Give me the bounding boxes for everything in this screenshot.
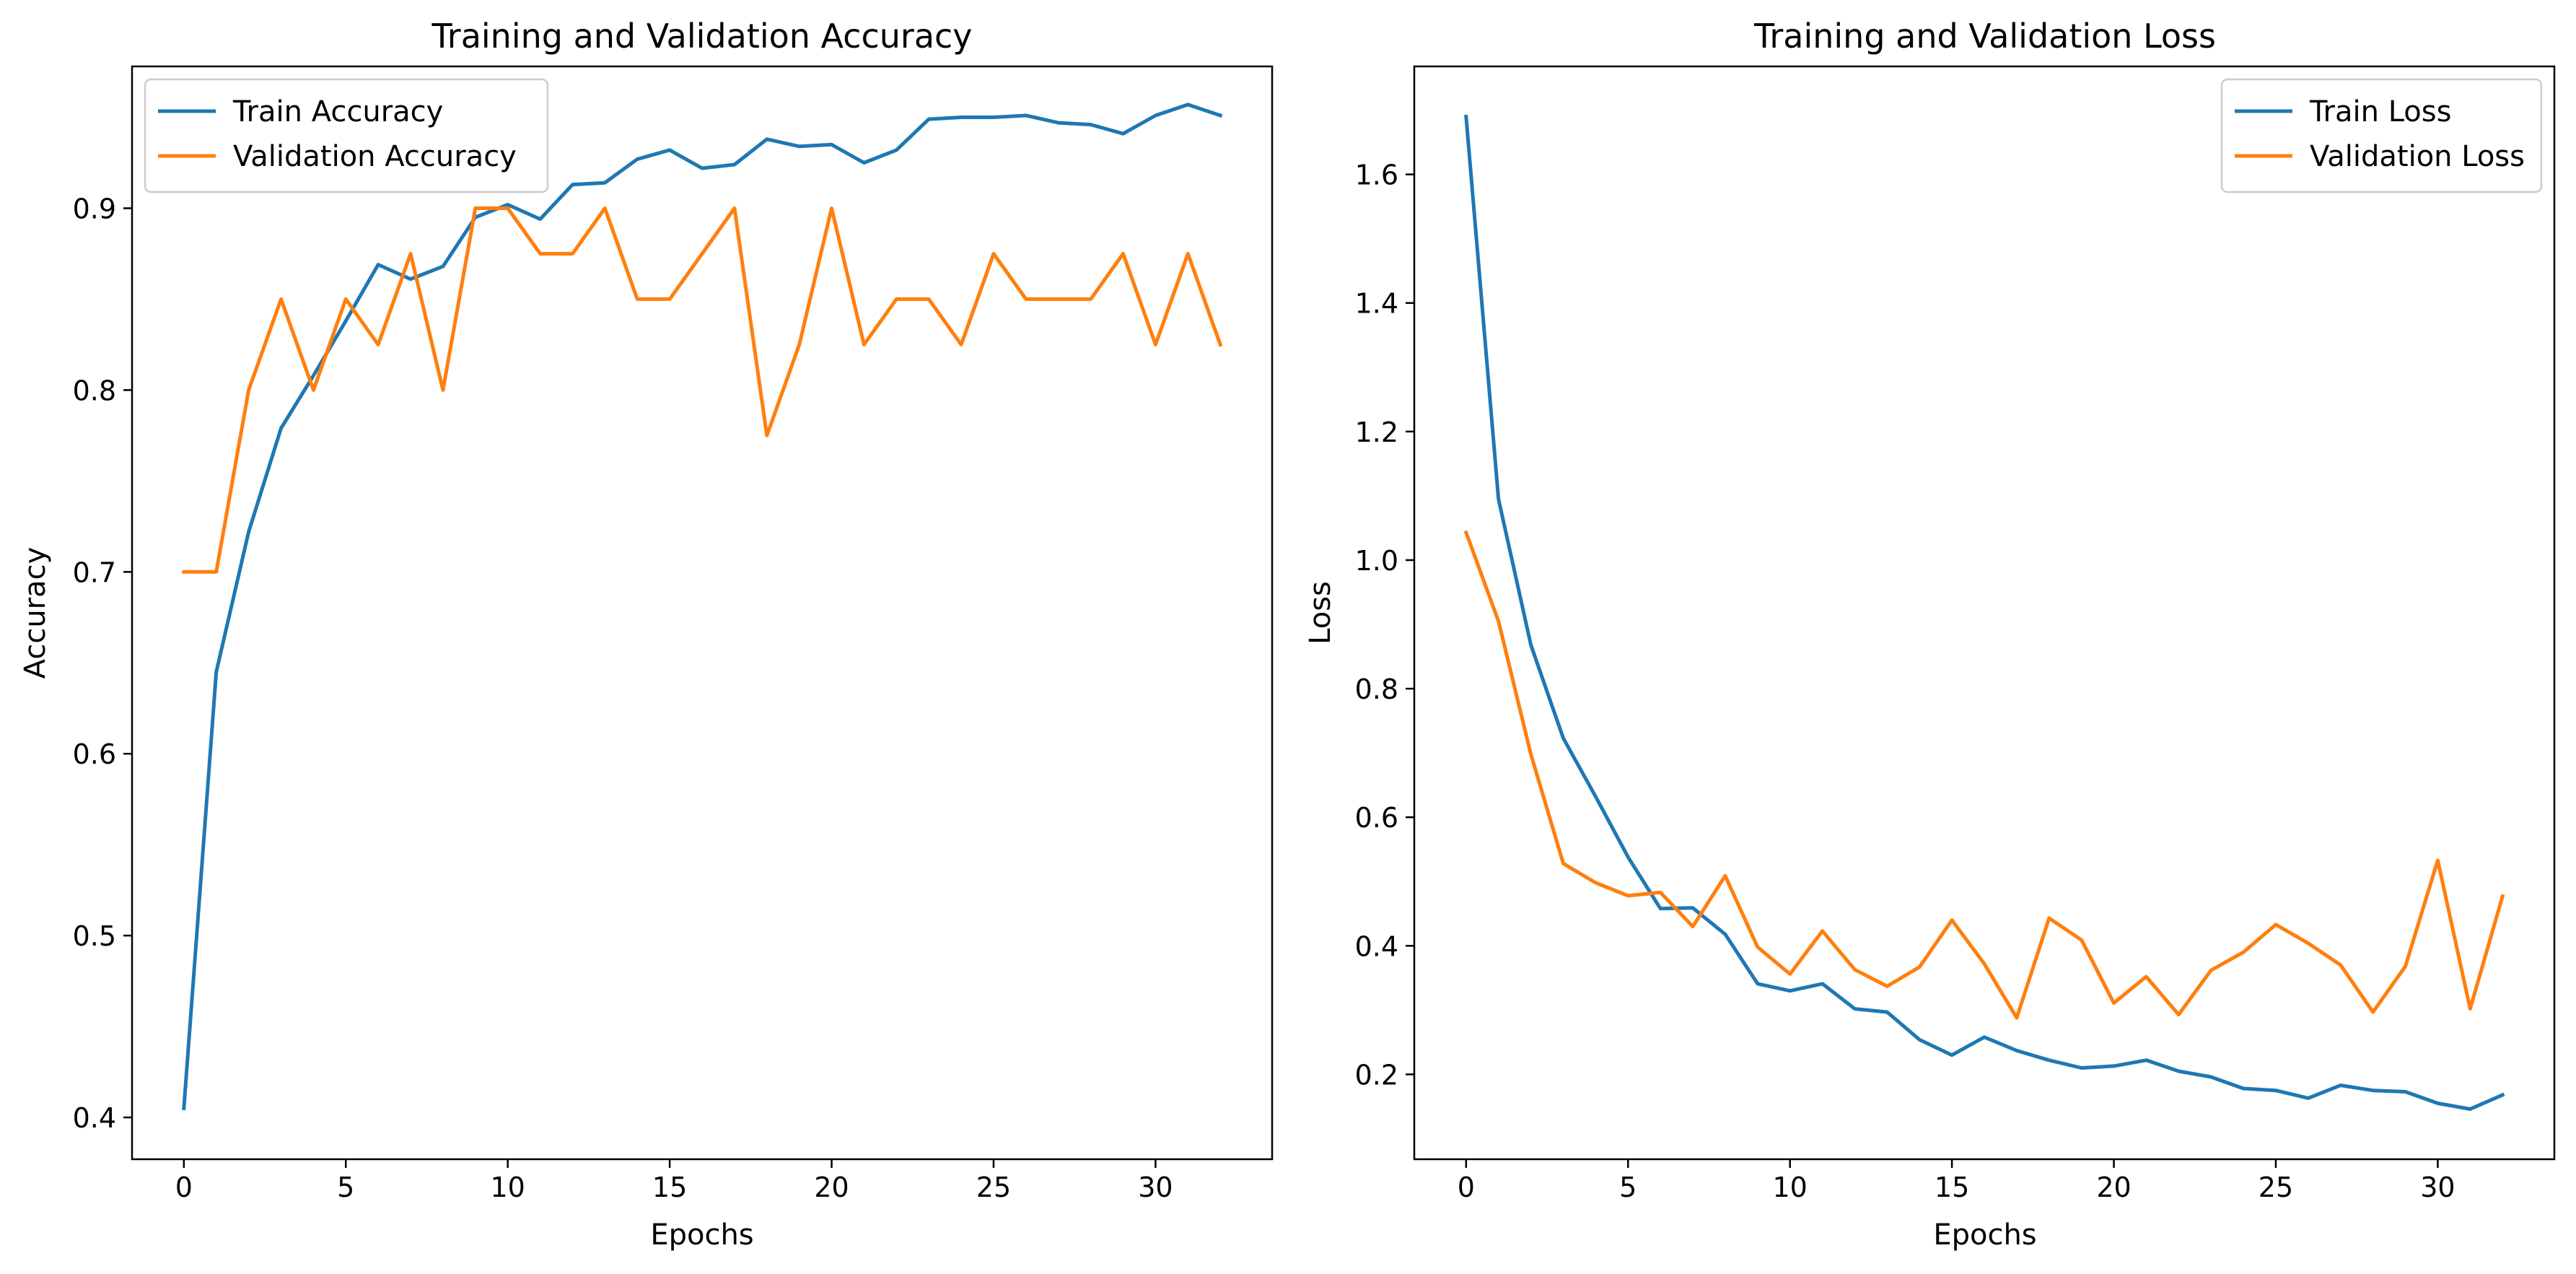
loss-x-tick-label: 5 — [1619, 1172, 1637, 1203]
accuracy-plot-frame — [131, 65, 1274, 1161]
loss-plot-frame — [1413, 65, 2556, 1161]
loss-series-line-validation — [1463, 530, 2505, 1020]
loss-y-tick-label: 0.6 — [1355, 802, 1398, 834]
loss-x-tick-label: 0 — [1458, 1172, 1475, 1203]
accuracy-x-tick-label: 25 — [976, 1172, 1011, 1203]
accuracy-y-tick-label: 0.5 — [73, 920, 116, 952]
loss-x-tick-label: 25 — [2259, 1172, 2293, 1203]
loss-y-tick-label: 1.4 — [1355, 288, 1398, 320]
accuracy-x-tick-label: 20 — [814, 1172, 849, 1203]
loss-x-tick-label: 30 — [2420, 1172, 2455, 1203]
loss-series-layer — [1463, 114, 2505, 1111]
loss-y-tick-label: 1.0 — [1355, 545, 1398, 577]
accuracy-y-ticks: 0.4 0.5 0.6 0.7 0.8 0.9 — [73, 193, 132, 1134]
accuracy-legend-label-validation: Validation Accuracy — [233, 140, 517, 173]
loss-x-ticks: 0 5 10 15 20 25 30 — [1458, 1159, 2455, 1203]
loss-y-tick-label: 0.8 — [1355, 673, 1398, 705]
loss-x-tick-label: 20 — [2096, 1172, 2131, 1203]
loss-series-line-train — [1464, 114, 2505, 1111]
accuracy-legend-box — [144, 78, 549, 193]
accuracy-y-tick-label: 0.6 — [73, 738, 116, 770]
accuracy-x-axis-label: Epochs — [650, 1218, 753, 1252]
accuracy-x-tick-label: 5 — [337, 1172, 354, 1203]
loss-y-axis-label: Loss — [1304, 581, 1337, 645]
loss-y-tick-label: 0.2 — [1355, 1059, 1398, 1091]
loss-y-tick-label: 1.2 — [1355, 416, 1398, 448]
loss-legend: Train Loss Validation Loss — [2220, 78, 2543, 193]
accuracy-x-ticks: 0 5 10 15 20 25 30 — [175, 1159, 1173, 1203]
accuracy-legend-label-train: Train Accuracy — [232, 95, 443, 128]
accuracy-subplot: Training and Validation Accuracy 0 5 10 15 2… — [19, 17, 1274, 1252]
accuracy-series-layer — [182, 102, 1223, 1111]
loss-legend-label-validation: Validation Loss — [2310, 140, 2525, 173]
accuracy-chart-title: Training and Validation Accuracy — [431, 17, 972, 56]
accuracy-x-tick-label: 10 — [491, 1172, 525, 1203]
loss-legend-label-train: Train Loss — [2309, 95, 2451, 128]
accuracy-y-axis-label: Accuracy — [19, 547, 52, 679]
accuracy-series-line-validation — [182, 206, 1223, 574]
loss-subplot: Training and Validation Loss 0 5 10 15 20 25 3… — [1304, 17, 2556, 1252]
accuracy-x-tick-label: 0 — [175, 1172, 193, 1203]
loss-legend-box — [2220, 78, 2543, 193]
loss-x-tick-label: 15 — [1935, 1172, 1969, 1203]
loss-x-tick-label: 10 — [1773, 1172, 1808, 1203]
accuracy-y-tick-label: 0.4 — [73, 1102, 116, 1134]
loss-x-axis-label: Epochs — [1933, 1218, 2036, 1252]
accuracy-series-line-train — [182, 102, 1223, 1111]
accuracy-x-tick-label: 15 — [652, 1172, 687, 1203]
accuracy-y-tick-label: 0.7 — [73, 557, 116, 588]
accuracy-legend: Train Accuracy Validation Accuracy — [144, 78, 549, 193]
loss-y-tick-label: 1.6 — [1355, 160, 1398, 191]
accuracy-y-tick-label: 0.9 — [73, 193, 116, 224]
accuracy-x-tick-label: 30 — [1138, 1172, 1173, 1203]
loss-y-ticks: 0.2 0.4 0.6 0.8 1.0 1.2 1.4 1.6 — [1355, 160, 1414, 1091]
loss-y-tick-label: 0.4 — [1355, 930, 1398, 962]
loss-chart-title: Training and Validation Loss — [1753, 17, 2216, 56]
accuracy-y-tick-label: 0.8 — [73, 375, 116, 406]
